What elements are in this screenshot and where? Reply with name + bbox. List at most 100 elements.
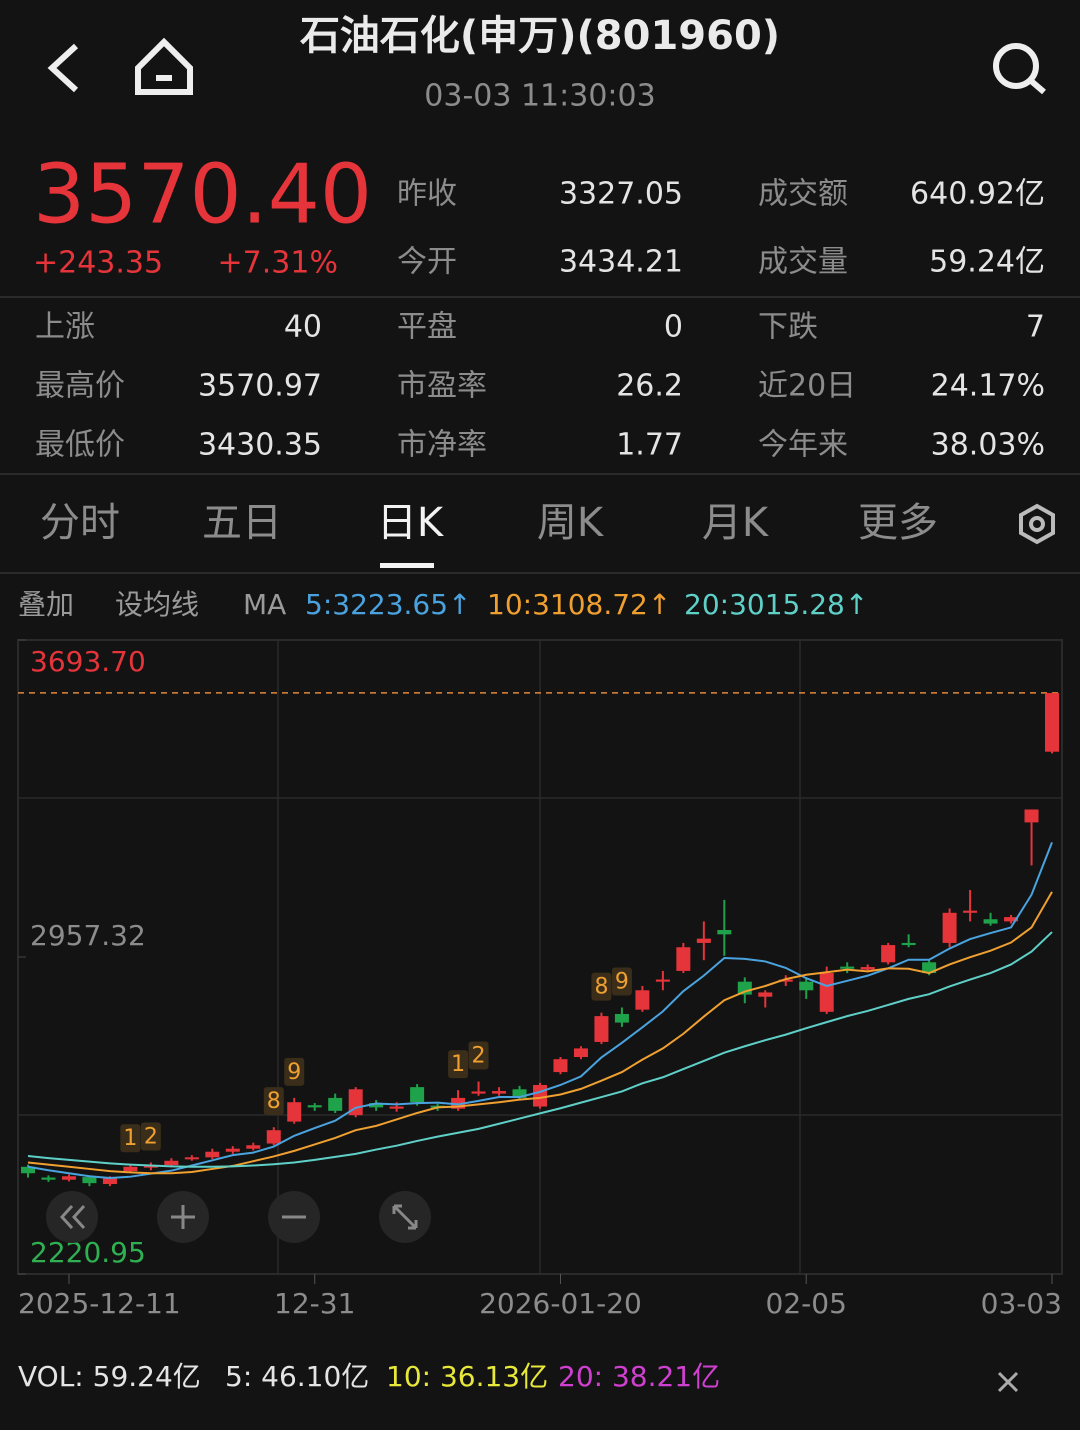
candle-body	[246, 1145, 261, 1149]
tab[interactable]: 月K	[702, 500, 770, 546]
tab[interactable]: 五日	[202, 500, 282, 546]
stat-label: 平盘	[397, 310, 457, 345]
stat-label: 市盈率	[397, 369, 487, 404]
change-pct: +7.31%	[218, 246, 338, 281]
candle-body	[164, 1160, 179, 1166]
signal-badge	[263, 1087, 284, 1116]
candle-body	[696, 938, 711, 943]
close-volume[interactable]	[997, 1371, 1019, 1393]
signal-label: 8	[267, 1089, 281, 1114]
candle-body	[819, 973, 834, 1012]
settings-button[interactable]	[1019, 503, 1055, 545]
candle-body	[471, 1091, 486, 1094]
ma-line	[27, 891, 1053, 1175]
ma-legend: 5:3223.65↑	[305, 588, 472, 621]
vol-ma: 5: 46.10亿	[225, 1360, 369, 1393]
grid	[18, 640, 1062, 1274]
candle-body	[614, 1013, 629, 1023]
candle-body	[21, 1166, 35, 1174]
vol-ma: 10: 36.13亿	[386, 1360, 548, 1393]
signal-label: 9	[615, 970, 629, 995]
ma-legend: 10:3108.72↑	[487, 588, 671, 621]
stat-value: 640.92亿	[910, 177, 1045, 212]
candle-body	[82, 1177, 97, 1184]
candle-body	[369, 1103, 384, 1108]
search-button[interactable]	[993, 43, 1046, 95]
price: 3570.40	[33, 147, 372, 242]
candle-body	[533, 1084, 547, 1107]
tab[interactable]: 分时	[40, 500, 120, 546]
candle-body	[573, 1048, 588, 1058]
title: 石油石化(申万)(801960)	[300, 13, 780, 59]
signal-badge	[591, 972, 612, 1001]
y-tick-label: 3693.70	[30, 645, 146, 678]
candle-body	[123, 1166, 138, 1172]
candle-body	[963, 910, 978, 913]
candle-body	[942, 912, 957, 943]
stat-value: 1.77	[616, 428, 683, 463]
candle-body	[1004, 917, 1019, 922]
toolbar-item: MA	[243, 588, 286, 621]
candle-body	[860, 967, 875, 970]
candle-body	[553, 1059, 568, 1073]
candle-body	[492, 1091, 507, 1094]
signal-label: 1	[123, 1126, 137, 1151]
candle-body	[102, 1177, 117, 1185]
stat-value: 38.03%	[931, 428, 1045, 463]
stat-label: 近20日	[758, 369, 856, 404]
signal-badge	[611, 967, 632, 996]
ma-legend: 20:3015.28↑	[684, 588, 868, 621]
ma-line	[27, 841, 1053, 1179]
tab-active[interactable]: 日K	[377, 500, 445, 546]
candle-body	[328, 1097, 343, 1111]
candle-body	[881, 945, 896, 963]
candle-body	[676, 947, 691, 971]
toolbar-item[interactable]: 叠加	[18, 588, 74, 621]
candle-body	[225, 1148, 240, 1152]
signal-badge	[140, 1122, 161, 1151]
toolbar-item[interactable]: 设均线	[115, 588, 199, 621]
signal-badge	[284, 1057, 305, 1086]
time: 03-03 11:30:03	[424, 79, 655, 114]
signal-badge	[468, 1041, 489, 1070]
candle-body	[512, 1089, 527, 1098]
candle-body	[635, 990, 650, 1010]
candle-body	[901, 942, 916, 946]
y-tick-label: 2220.95	[30, 1236, 146, 1269]
stat-value: 40	[284, 310, 322, 345]
signal-label: 2	[144, 1124, 158, 1149]
tab[interactable]: 更多	[858, 500, 938, 546]
stat-label: 上涨	[35, 310, 95, 345]
home-button[interactable]	[135, 37, 193, 95]
signal-label: 9	[287, 1060, 301, 1085]
vol-ma: 20: 38.21亿	[558, 1360, 720, 1393]
ma-line	[27, 931, 1053, 1168]
stat-value: 3570.97	[198, 369, 322, 404]
change: +243.35	[33, 246, 163, 281]
candle-body	[266, 1130, 281, 1144]
candle-body	[655, 979, 670, 982]
candle-body	[348, 1089, 363, 1116]
x-tick-label: 2025-12-11	[18, 1287, 181, 1320]
candle-body	[983, 919, 998, 924]
candle-body	[922, 962, 937, 974]
stat-label: 下跌	[758, 310, 818, 345]
candle-body	[41, 1177, 56, 1180]
candle-body	[1045, 693, 1059, 752]
candle-body	[451, 1097, 466, 1109]
candle-body	[184, 1157, 199, 1160]
candle-body	[758, 992, 773, 997]
x-tick-label: 12-31	[274, 1287, 355, 1320]
y-tick-label: 2957.32	[30, 919, 146, 952]
candle-body	[389, 1106, 404, 1109]
stat-label: 成交额	[758, 177, 848, 212]
plot: 3693.70 2957.32 2220.95 2025-12-11 12-31 2026…	[18, 639, 1062, 1320]
signal-badge	[120, 1124, 141, 1153]
candle-body	[717, 930, 732, 935]
back-button[interactable]	[47, 43, 79, 93]
x-tick-label: 02-05	[766, 1287, 847, 1320]
tab[interactable]: 周K	[537, 500, 605, 546]
stat-label: 成交量	[758, 245, 848, 280]
stat-label: 今年来	[758, 428, 848, 463]
